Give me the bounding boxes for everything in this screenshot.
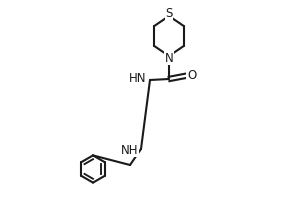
Text: O: O: [187, 69, 196, 82]
Text: NH: NH: [121, 144, 138, 156]
Text: S: S: [165, 7, 173, 20]
Text: N: N: [165, 52, 173, 65]
Text: HN: HN: [129, 72, 146, 84]
